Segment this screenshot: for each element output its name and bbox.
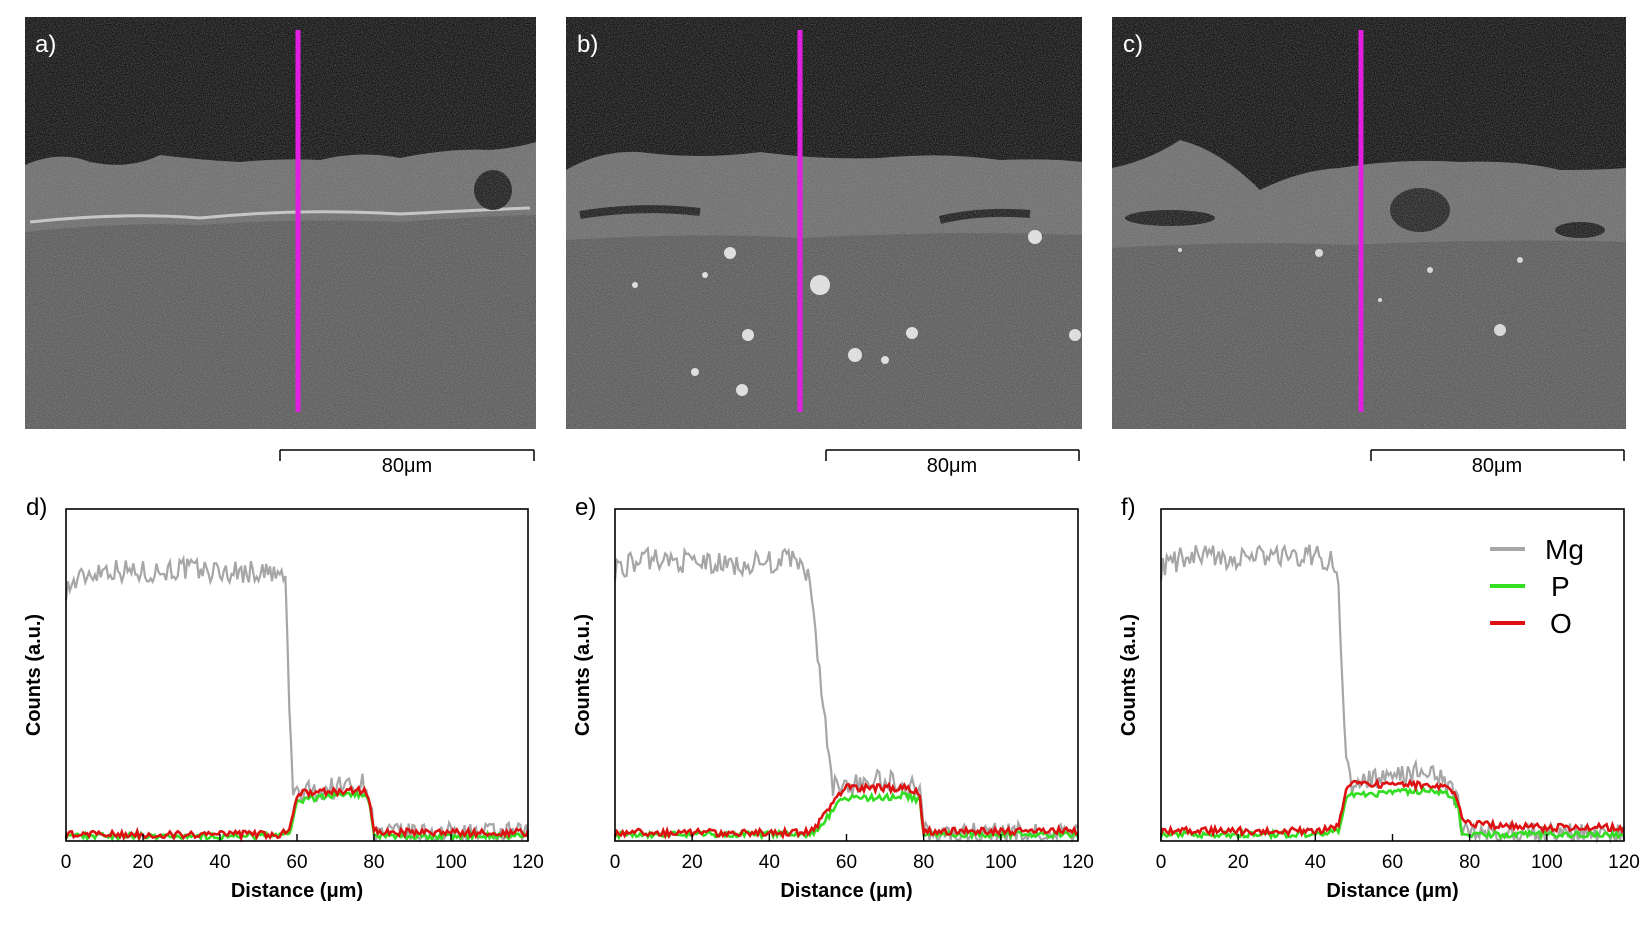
x-tick-label: 80 bbox=[1459, 852, 1480, 873]
sem-panel-b: b) 80μm bbox=[566, 17, 1082, 477]
plot-frame bbox=[65, 508, 529, 842]
x-tick-label: 60 bbox=[286, 852, 307, 873]
scale-bar-c: 80μm bbox=[1472, 455, 1522, 477]
panel-label-e: e) bbox=[575, 494, 596, 521]
x-tick-label: 20 bbox=[132, 852, 153, 873]
scale-bar-b: 80μm bbox=[927, 455, 977, 477]
panel-label-b: b) bbox=[577, 31, 598, 58]
panel-label-c: c) bbox=[1123, 31, 1143, 58]
x-tick-label: 80 bbox=[363, 852, 384, 873]
x-tick-label: 20 bbox=[682, 852, 703, 873]
x-tick-label: 80 bbox=[913, 852, 934, 873]
x-tick-label: 60 bbox=[836, 852, 857, 873]
x-tick-label: 120 bbox=[1062, 852, 1094, 873]
x-tick-label: 120 bbox=[512, 852, 544, 873]
x-axis-title: Distance (μm) bbox=[231, 880, 363, 902]
chart-legend: Mg P O bbox=[1490, 534, 1584, 639]
panel-label-a: a) bbox=[35, 31, 56, 58]
panel-label-f: f) bbox=[1121, 494, 1136, 521]
x-tick-label: 40 bbox=[759, 852, 780, 873]
series-line-o bbox=[613, 781, 1079, 840]
x-axis-title: Distance (μm) bbox=[780, 880, 912, 902]
x-tick-label: 40 bbox=[209, 852, 230, 873]
panel-label-d: d) bbox=[26, 494, 47, 521]
x-tick-label: 100 bbox=[435, 852, 467, 873]
y-axis-title: Counts (a.u.) bbox=[572, 614, 594, 736]
series-line-o bbox=[1159, 777, 1626, 839]
series-line-o bbox=[64, 784, 530, 843]
x-tick-label: 0 bbox=[61, 852, 72, 873]
x-tick-label: 100 bbox=[985, 852, 1017, 873]
x-axis-title: Distance (μm) bbox=[1326, 880, 1458, 902]
x-tick-label: 0 bbox=[610, 852, 621, 873]
x-tick-label: 0 bbox=[1156, 852, 1167, 873]
sem-panel-a: a) 80μm bbox=[25, 17, 536, 477]
legend-label-o: O bbox=[1550, 608, 1572, 639]
y-axis-title: Counts (a.u.) bbox=[23, 614, 45, 736]
sem-panel-c: c) 80μm bbox=[1112, 17, 1626, 477]
legend-label-p: P bbox=[1551, 571, 1570, 602]
x-tick-label: 120 bbox=[1608, 852, 1640, 873]
legend-label-mg: Mg bbox=[1545, 534, 1584, 565]
series-line-mg bbox=[64, 554, 530, 843]
line-chart-e: e) 0 20 40 60 80 100 120 Distance (μm) Counts (a.… bbox=[572, 494, 1094, 902]
line-chart-f: f) 0 20 40 60 80 100 120 Distance (μm) Counts (a.… bbox=[1118, 494, 1640, 902]
x-tick-label: 40 bbox=[1305, 852, 1326, 873]
scale-bar-a: 80μm bbox=[382, 455, 432, 477]
x-tick-label: 20 bbox=[1228, 852, 1249, 873]
x-tick-label: 60 bbox=[1382, 852, 1403, 873]
series-line-mg bbox=[613, 545, 1079, 844]
y-axis-title: Counts (a.u.) bbox=[1118, 614, 1140, 736]
line-chart-d: d) 0 20 40 60 80 100 120 Distance (μm) Counts (a.… bbox=[23, 494, 544, 902]
x-tick-label: 100 bbox=[1531, 852, 1563, 873]
